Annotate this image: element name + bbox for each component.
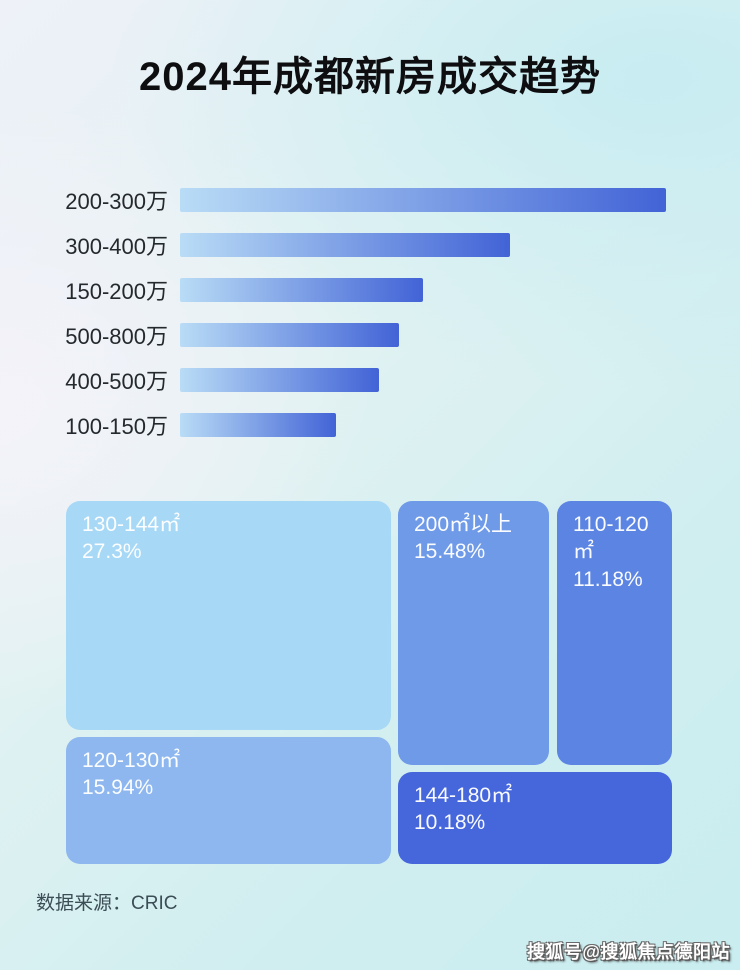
bar-category-label: 100-150万	[65, 414, 168, 439]
bar-row: 150-200万	[30, 278, 710, 304]
bar-fill	[180, 233, 510, 257]
treemap-block-label: 110-120㎡	[573, 513, 649, 564]
treemap-block-percent: 10.18%	[414, 811, 486, 835]
bar-track	[180, 323, 710, 347]
bar-category-label: 500-800万	[65, 324, 168, 349]
bar-row: 500-800万	[30, 323, 710, 349]
bar-row: 100-150万	[30, 413, 710, 439]
bar-fill	[180, 278, 423, 302]
bar-fill	[180, 323, 399, 347]
treemap-block-percent: 15.94%	[82, 776, 154, 800]
treemap-block-label: 200㎡以上	[414, 513, 513, 536]
treemap-block-percent: 15.48%	[414, 540, 486, 564]
price-range-bar-chart: 200-300万 300-400万 150-200万 500-800万 400-…	[30, 188, 710, 458]
bar-track	[180, 413, 710, 437]
publisher-watermark: 搜狐号@搜狐焦点德阳站	[526, 942, 730, 962]
bar-track	[180, 278, 710, 302]
bar-fill	[180, 188, 666, 212]
bar-category-label: 150-200万	[65, 279, 168, 304]
page-title: 2024年成都新房成交趋势	[139, 55, 601, 99]
treemap-block-label: 130-144㎡	[82, 513, 181, 536]
bar-fill	[180, 368, 379, 392]
treemap-block-label: 120-130㎡	[82, 749, 181, 772]
bar-row: 200-300万	[30, 188, 710, 214]
treemap-block-110-120: 110-120㎡ 11.18%	[557, 501, 672, 765]
bar-row: 400-500万	[30, 368, 710, 394]
bar-category-label: 300-400万	[65, 234, 168, 259]
bar-fill	[180, 413, 336, 437]
bar-category-label: 400-500万	[65, 369, 168, 394]
area-share-treemap: 130-144㎡ 27.3% 120-130㎡ 15.94% 200㎡以上 15…	[66, 501, 672, 864]
treemap-block-label: 144-180㎡	[414, 784, 513, 807]
bar-category-label: 200-300万	[65, 189, 168, 214]
bar-track	[180, 368, 710, 392]
data-source-note: 数据来源：CRIC	[36, 893, 178, 914]
treemap-block-200plus: 200㎡以上 15.48%	[398, 501, 549, 765]
bar-track	[180, 233, 710, 257]
treemap-block-120-130: 120-130㎡ 15.94%	[66, 737, 391, 864]
bar-row: 300-400万	[30, 233, 710, 259]
treemap-block-percent: 27.3%	[82, 540, 142, 564]
treemap-block-percent: 11.18%	[573, 567, 643, 591]
bar-track	[180, 188, 710, 212]
treemap-block-130-144: 130-144㎡ 27.3%	[66, 501, 391, 730]
treemap-block-144-180: 144-180㎡ 10.18%	[398, 772, 672, 864]
